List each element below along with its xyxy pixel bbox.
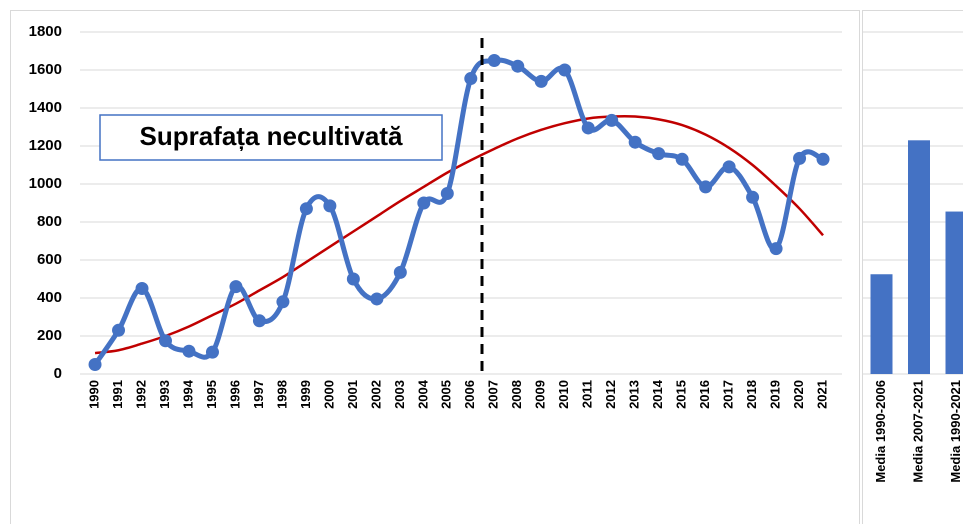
marker <box>628 135 642 149</box>
marker <box>88 358 102 371</box>
x-tick-label: 1997 <box>251 380 266 409</box>
marker <box>135 282 149 295</box>
marker <box>605 113 619 127</box>
marker <box>722 160 736 174</box>
y-tick-label: 1200 <box>29 137 62 154</box>
x-tick-label: 2007 <box>486 380 501 409</box>
x-tick-label: 2008 <box>509 380 524 409</box>
panel-border <box>10 10 860 524</box>
marker <box>229 280 243 294</box>
x-tick-label: 1999 <box>298 380 313 409</box>
marker <box>511 59 525 73</box>
marker <box>252 314 266 328</box>
x-tick-label: 2011 <box>580 380 595 408</box>
marker <box>487 54 501 67</box>
marker <box>652 147 666 161</box>
x-tick-label: 2006 <box>462 380 477 409</box>
x-tick-label: 2019 <box>768 380 783 409</box>
bar <box>870 274 893 374</box>
x-tick-label: 1995 <box>204 380 219 409</box>
x-tick-label: 2015 <box>674 380 689 409</box>
marker <box>417 196 431 210</box>
y-tick-label: 1800 <box>29 23 62 40</box>
marker <box>793 151 807 165</box>
line-chart: 0 200 400 600 800 1000 1200 1400 1600 1800 1990 199… <box>29 23 842 409</box>
marker <box>112 323 126 337</box>
x-tick-label: Media 2007-2021 <box>910 380 925 483</box>
x-tick-label: 2018 <box>744 380 759 409</box>
y-tick-label: 400 <box>37 289 62 306</box>
x-tick-label: 2010 <box>556 380 571 409</box>
bar-chart: Media 1990-2006 Media 2007-2021 Media 1990… <box>863 31 963 483</box>
x-tick-label: 2012 <box>603 380 618 409</box>
marker <box>393 265 407 279</box>
x-tick-label: 2016 <box>697 380 712 409</box>
x-tick-label: 1996 <box>227 380 242 409</box>
x-tick-label: 2005 <box>439 380 454 409</box>
marker <box>299 202 313 216</box>
marker <box>675 152 689 166</box>
marker <box>182 344 196 358</box>
y-tick-label: 1400 <box>29 99 62 116</box>
y-tick-label: 200 <box>37 327 62 344</box>
marker <box>581 121 595 135</box>
marker <box>558 63 572 77</box>
x-tick-label: 2017 <box>721 380 736 409</box>
marker <box>816 152 830 166</box>
y-tick-label: 800 <box>37 213 62 230</box>
x-tick-label: 1992 <box>133 380 148 409</box>
marker <box>534 74 548 88</box>
x-tick-label: Media 1990-2006 <box>873 380 888 483</box>
marker <box>276 295 290 309</box>
x-tick-label: 1990 <box>86 380 101 409</box>
x-tick-label: 1991 <box>110 380 125 409</box>
bar <box>945 211 963 374</box>
marker <box>205 345 219 359</box>
y-tick-label: 1600 <box>29 61 62 78</box>
marker <box>769 242 783 256</box>
y-tick-label: 0 <box>54 365 62 382</box>
x-tick-label: 2013 <box>627 380 642 409</box>
marker <box>346 272 360 286</box>
x-tick-label: 2009 <box>533 380 548 409</box>
marker <box>323 199 337 213</box>
x-tick-label: 2003 <box>392 380 407 409</box>
annotation-box <box>99 114 443 161</box>
x-tick-label: 2021 <box>814 380 829 409</box>
bar <box>908 140 930 374</box>
marker <box>158 334 172 348</box>
x-tick-label: 2004 <box>415 379 430 409</box>
x-tick-label: 2002 <box>368 380 383 409</box>
panel-border <box>862 10 963 524</box>
marker <box>370 292 384 306</box>
marker <box>699 180 713 194</box>
y-tick-label: 600 <box>37 251 62 268</box>
trend-line <box>94 114 824 355</box>
x-tick-label: 1994 <box>180 379 195 409</box>
marker <box>464 72 478 86</box>
x-tick-label: 2001 <box>345 380 360 409</box>
y-tick-label: 1000 <box>29 175 62 192</box>
marker <box>440 187 454 200</box>
x-tick-label: 1993 <box>157 380 172 409</box>
x-tick-label: 2000 <box>321 380 336 409</box>
x-tick-label: 2014 <box>650 379 665 409</box>
annotation: Suprafața necultivată <box>140 121 404 151</box>
x-tick-label: 2020 <box>791 380 806 409</box>
x-tick-label: 1998 <box>274 380 289 409</box>
x-tick-label: Media 1990-2021 <box>948 380 963 483</box>
marker <box>746 190 760 204</box>
